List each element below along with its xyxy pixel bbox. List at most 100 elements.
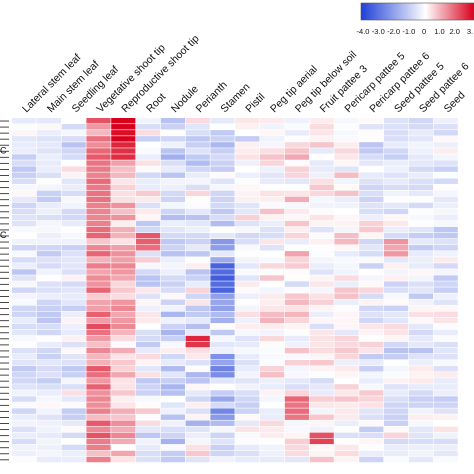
heatmap-cell <box>334 444 359 451</box>
heatmap-cell <box>408 311 433 318</box>
heatmap-cell <box>309 299 334 305</box>
heatmap-cell <box>12 408 37 414</box>
heatmap-cell <box>210 432 235 439</box>
heatmap-cell <box>160 287 185 293</box>
heatmap-cell <box>334 323 359 330</box>
heatmap-cell <box>111 196 136 203</box>
heatmap-cell <box>235 226 260 233</box>
heatmap-cell <box>334 226 359 233</box>
heatmap-cell <box>36 456 61 463</box>
heatmap-cell <box>136 172 161 178</box>
heatmap-cell <box>61 118 86 124</box>
heatmap-cell <box>384 450 409 457</box>
heatmap-cell <box>359 311 384 318</box>
heatmap-cell <box>309 438 334 445</box>
heatmap-cell <box>408 450 433 457</box>
heatmap-cell <box>284 372 309 378</box>
heatmap-cell <box>61 378 86 384</box>
heatmap-cell <box>359 178 384 184</box>
heatmap-cell <box>210 390 235 396</box>
heatmap-cell <box>185 136 210 142</box>
heatmap-cell <box>185 245 210 251</box>
heatmap-cell <box>86 136 111 142</box>
heatmap-cell <box>235 130 260 136</box>
heatmap-cell <box>111 456 136 463</box>
heatmap-cell <box>36 136 61 142</box>
heatmap-cell <box>384 245 409 251</box>
heatmap-cell <box>136 245 161 251</box>
heatmap-cell <box>210 257 235 263</box>
heatmap-cell <box>86 396 111 402</box>
heatmap-cell <box>408 154 433 160</box>
heatmap-cell <box>185 220 210 227</box>
heatmap-cell <box>61 305 86 311</box>
heatmap-cell <box>359 251 384 257</box>
heatmap-cell <box>61 299 86 305</box>
heatmap-cell <box>408 420 433 426</box>
heatmap-cell <box>408 196 433 203</box>
heatmap-cell <box>408 269 433 275</box>
heatmap-cell <box>309 196 334 203</box>
heatmap-cell <box>61 245 86 251</box>
heatmap-cell <box>136 305 161 311</box>
heatmap-cell <box>111 390 136 396</box>
heatmap-cell <box>36 124 61 130</box>
heatmap-cell <box>185 166 210 172</box>
heatmap-cell <box>210 245 235 251</box>
heatmap-cell <box>334 275 359 281</box>
heatmap-cell <box>111 281 136 287</box>
heatmap-cell <box>86 384 111 390</box>
heatmap-cell <box>160 251 185 257</box>
heatmap-cell <box>408 414 433 420</box>
heatmap-cell <box>61 190 86 197</box>
heatmap-cell <box>284 275 309 281</box>
heatmap-cell <box>334 202 359 209</box>
heatmap-cell <box>12 420 37 426</box>
heatmap-cell <box>334 420 359 426</box>
heatmap-cell <box>210 263 235 269</box>
heatmap-cell <box>408 172 433 178</box>
heatmap-cell <box>86 184 111 190</box>
heatmap-cell <box>61 208 86 215</box>
heatmap-cell <box>36 402 61 408</box>
heatmap-cell <box>160 438 185 445</box>
heatmap-cell <box>384 341 409 348</box>
heatmap-cell <box>284 160 309 166</box>
heatmap-cell <box>433 287 458 293</box>
heatmap-cell <box>12 154 37 160</box>
heatmap-cell <box>185 226 210 233</box>
heatmap-cell <box>12 329 37 336</box>
heatmap-cell <box>12 269 37 275</box>
heatmap-cell <box>384 353 409 360</box>
heatmap-cell <box>334 329 359 336</box>
heatmap-cell <box>160 136 185 142</box>
heatmap-cell <box>359 184 384 190</box>
heatmap-cell <box>260 384 285 390</box>
heatmap-cell <box>334 136 359 142</box>
heatmap-cell <box>260 136 285 142</box>
heatmap-cell <box>86 154 111 160</box>
heatmap-cell <box>433 347 458 354</box>
heatmap-cell <box>235 390 260 396</box>
heatmap-cell <box>160 172 185 178</box>
heatmap-cell <box>61 396 86 402</box>
heatmap-cell <box>136 408 161 414</box>
heatmap-cell <box>260 184 285 190</box>
heatmap-cell <box>309 281 334 287</box>
heatmap-cell <box>433 456 458 463</box>
heatmap-cell <box>359 378 384 384</box>
heatmap-cell <box>61 402 86 408</box>
heatmap-cell <box>36 190 61 197</box>
heatmap-cell <box>136 360 161 366</box>
heatmap-cell <box>86 190 111 197</box>
heatmap-cell <box>86 251 111 257</box>
heatmap-cell <box>309 148 334 154</box>
heatmap-cell <box>433 275 458 281</box>
heatmap-cell <box>185 335 210 342</box>
heatmap-cell <box>408 281 433 287</box>
heatmap-cell <box>309 450 334 457</box>
heatmap-cell <box>408 275 433 281</box>
heatmap-cell <box>334 456 359 463</box>
heatmap-cell <box>384 208 409 215</box>
heatmap-cell <box>384 305 409 311</box>
